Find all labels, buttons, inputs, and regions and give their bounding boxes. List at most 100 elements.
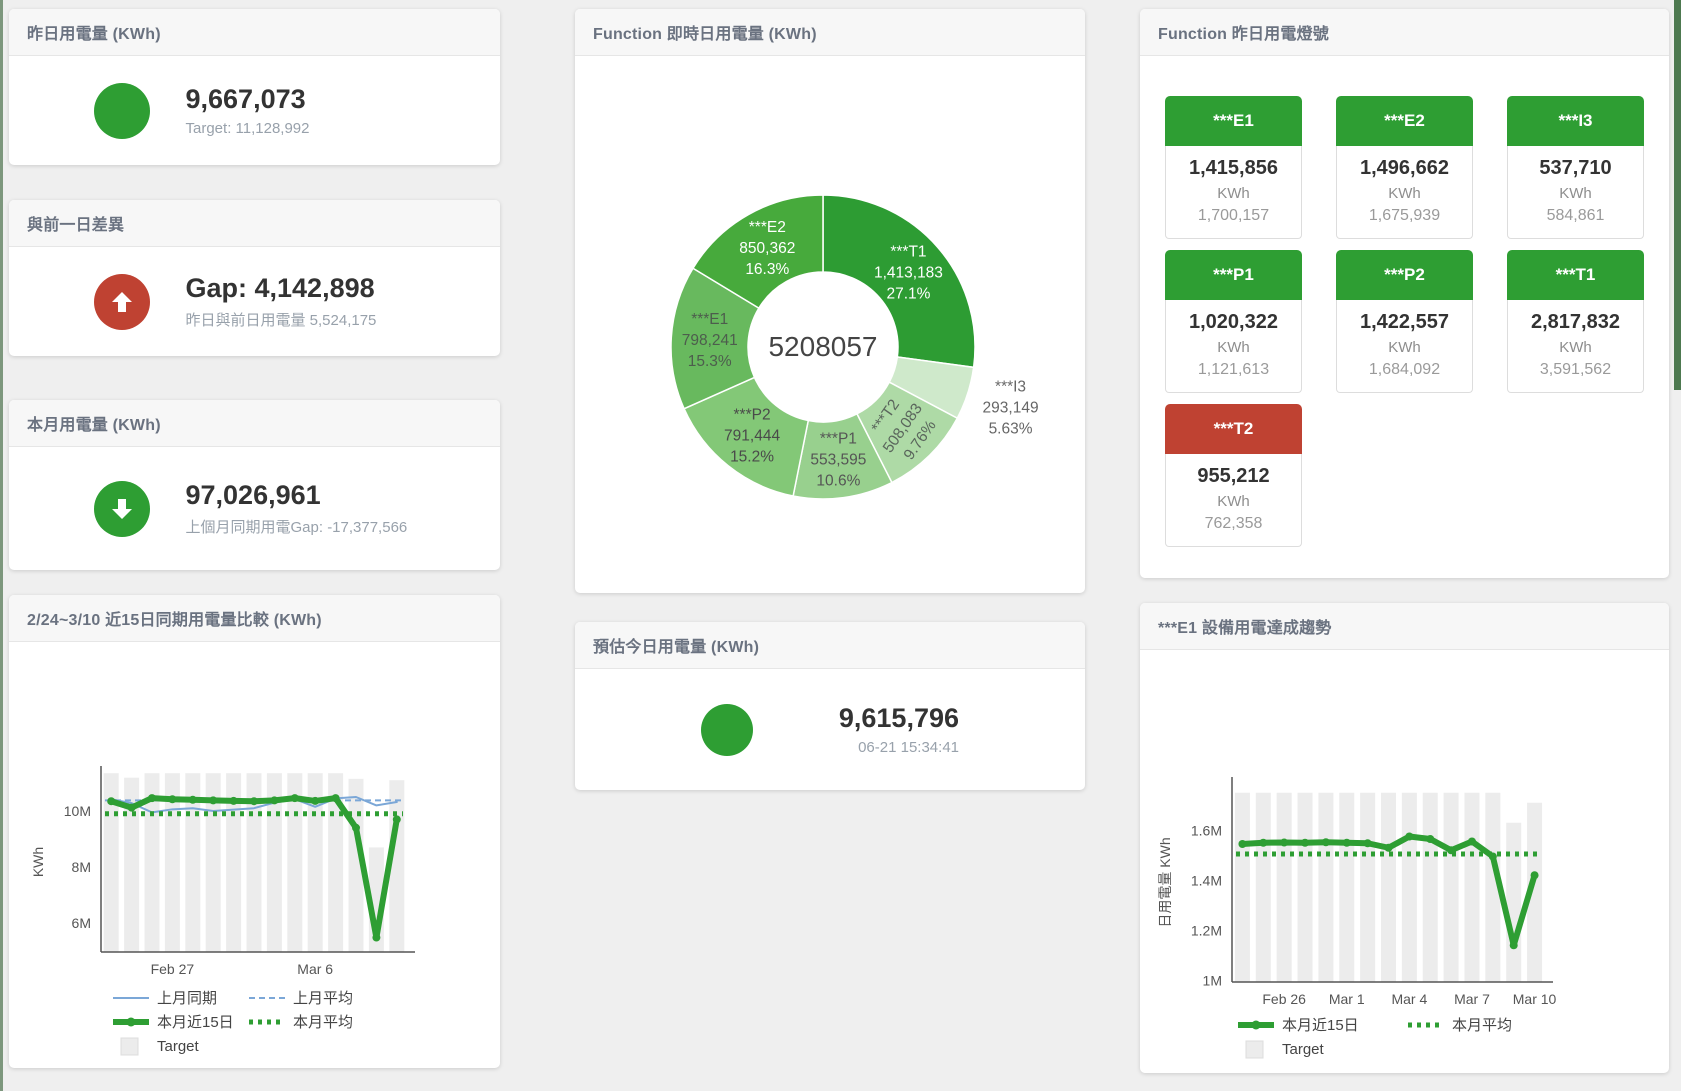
series-point[interactable]	[1238, 840, 1247, 848]
status-tile-target: 1,121,613	[1197, 361, 1270, 378]
status-tile-6: ***T1 2,817,832 KWh 3,591,562	[1507, 250, 1644, 393]
series-point[interactable]	[127, 803, 136, 812]
donut-slice-T1[interactable]	[822, 194, 976, 369]
series-point[interactable]	[1426, 835, 1435, 843]
series-point[interactable]	[331, 794, 340, 803]
target-bar	[1339, 792, 1355, 982]
x-tick-label: Mar 10	[1513, 991, 1557, 1007]
series-point[interactable]	[250, 797, 258, 806]
card-compare-title: 2/24~3/10 近15日同期用電量比較 (KWh)	[9, 595, 500, 642]
legend-label[interactable]: 本月近15日	[157, 1014, 234, 1031]
series-point[interactable]	[229, 796, 238, 805]
target-bar	[1527, 802, 1543, 982]
legend-label[interactable]: 上月平均	[293, 990, 353, 1007]
legend-label[interactable]: 本月平均	[293, 1014, 353, 1031]
status-tile-name: ***E1	[1165, 96, 1302, 146]
status-tile-name: ***I3	[1507, 96, 1644, 146]
x-tick-label: Feb 27	[151, 961, 195, 977]
gap-value: Gap: 4,142,898	[185, 273, 375, 303]
y-tick-label: 10M	[64, 803, 91, 819]
y-tick-label: 1.2M	[1191, 922, 1222, 938]
target-bar	[1255, 792, 1271, 982]
donut-slice-P2[interactable]	[683, 376, 810, 497]
status-tile-3: ***I3 537,710 KWh 584,861	[1507, 96, 1644, 239]
target-bar	[287, 773, 303, 952]
donut-slice-label: ***T1 1,413,183 27.1%	[874, 243, 943, 302]
status-tile-value: 1,496,662	[1360, 157, 1449, 179]
y-tick-label: 6M	[72, 915, 91, 931]
status-tile-name: ***T2	[1165, 404, 1302, 454]
card-day-gap: 與前一日差異 Gap: 4,142,898 昨日與前日用電量 5,524,175	[9, 200, 500, 356]
x-tick-label: Mar 4	[1391, 991, 1427, 1007]
donut-slice-label: ***E1 798,241 15.3%	[682, 311, 738, 370]
status-tile-name: ***P1	[1165, 250, 1302, 300]
series-point[interactable]	[311, 796, 320, 805]
series-point[interactable]	[188, 795, 197, 804]
legend-target-swatch[interactable]	[1245, 1040, 1264, 1059]
y-tick-label: 8M	[72, 859, 91, 875]
status-tile-4: ***P1 1,020,322 KWh 1,121,613	[1165, 250, 1302, 393]
series-point[interactable]	[1363, 839, 1372, 848]
series-point[interactable]	[1447, 846, 1456, 855]
card-yesterday-usage: 昨日用電量 (KWh) 9,667,073 Target: 11,128,992	[9, 9, 500, 165]
status-tile-name: ***T1	[1507, 250, 1644, 300]
series-point[interactable]	[1384, 843, 1393, 852]
legend-label[interactable]: 上月同期	[157, 990, 217, 1007]
series-point[interactable]	[1259, 838, 1268, 847]
donut-slice-label: ***E2 850,362 16.3%	[739, 219, 795, 278]
target-bar	[1506, 822, 1522, 982]
series-point[interactable]	[209, 796, 218, 805]
card-trend-title: ***E1 設備用電達成趨勢	[1140, 603, 1669, 650]
series-point[interactable]	[168, 795, 177, 804]
legend-label[interactable]: Target	[1282, 1041, 1325, 1058]
estimate-timestamp: 06-21 15:34:41	[858, 739, 959, 756]
legend-target-swatch[interactable]	[120, 1037, 139, 1056]
legend-label[interactable]: Target	[157, 1038, 200, 1055]
card-realtime-donut: Function 即時日用電量 (KWh) ***T1 1,413,183 27.1…	[575, 9, 1085, 593]
series-point[interactable]	[1405, 832, 1414, 841]
donut-slice-E2[interactable]	[691, 194, 824, 310]
card-yesterday-title: 昨日用電量 (KWh)	[9, 9, 500, 56]
card-estimate-title: 預估今日用電量 (KWh)	[575, 622, 1085, 669]
month-value: 97,026,961	[185, 480, 321, 510]
y-tick-label: 1M	[1203, 972, 1222, 988]
status-tile-unit: KWh	[1388, 339, 1421, 356]
series-point[interactable]	[1280, 838, 1289, 847]
realtime-donut-chart[interactable]: ***T1 1,413,183 27.1%***I3 293,149 5.63%***T…	[575, 55, 1085, 593]
series-point[interactable]	[148, 794, 156, 803]
series-line	[110, 796, 398, 814]
status-tile-value: 537,710	[1539, 157, 1612, 179]
status-tile-target: 3,591,562	[1539, 361, 1612, 378]
series-point[interactable]	[1530, 871, 1539, 880]
x-tick-label: Mar 1	[1329, 991, 1365, 1007]
estimate-value: 9,615,796	[838, 703, 959, 733]
series-point[interactable]	[392, 815, 401, 824]
series-point[interactable]	[1342, 838, 1351, 847]
legend-label[interactable]: 本月平均	[1452, 1017, 1512, 1034]
status-tile-2: ***E2 1,496,662 KWh 1,675,939	[1336, 96, 1473, 239]
page-left-edge	[0, 0, 3, 1091]
series-point[interactable]	[372, 933, 381, 942]
yesterday-target: Target: 11,128,992	[185, 120, 310, 137]
status-tile-target: 762,358	[1204, 515, 1263, 532]
status-tile-target: 584,861	[1546, 207, 1605, 224]
series-point[interactable]	[1467, 837, 1476, 846]
series-point[interactable]	[107, 797, 116, 806]
status-tile-value: 1,422,557	[1360, 311, 1449, 333]
target-bar	[164, 773, 180, 952]
series-point[interactable]	[1321, 838, 1330, 847]
y-axis-label: KWh	[30, 847, 46, 877]
series-point[interactable]	[270, 796, 279, 805]
target-bar	[1401, 792, 1417, 982]
series-point[interactable]	[1509, 941, 1518, 950]
series-point[interactable]	[1488, 852, 1497, 861]
series-point[interactable]	[1301, 838, 1310, 847]
legend-label[interactable]: 本月近15日	[1282, 1017, 1359, 1034]
series-point[interactable]	[290, 794, 299, 803]
scrollbar-thumb[interactable]	[1674, 0, 1681, 390]
status-tile-unit: KWh	[1559, 339, 1592, 356]
target-bar	[1234, 792, 1250, 982]
series-point[interactable]	[352, 823, 360, 832]
trend-chart[interactable]: 1M 1.2M 1.4M 1.6M Feb 26 Mar 1 Mar 4 Mar 7 Mar 1…	[1140, 713, 1669, 1073]
